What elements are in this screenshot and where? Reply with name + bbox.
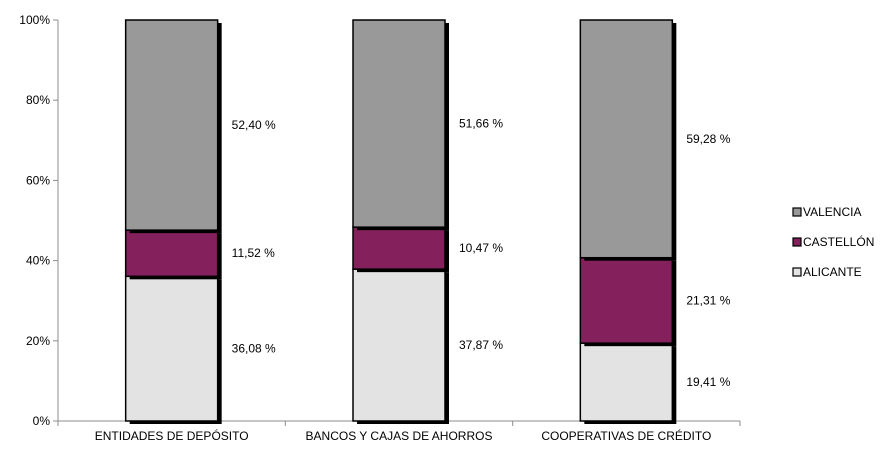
bar-segment-alicante	[126, 276, 218, 421]
bar-segment-castellón	[353, 227, 445, 269]
legend: VALENCIA CASTELLÓN ALICANTE	[793, 205, 874, 279]
data-label: 21,31 %	[686, 293, 730, 307]
data-label: 36,08 %	[232, 342, 276, 356]
legend-label: ALICANTE	[803, 265, 862, 279]
data-label: 51,66 %	[459, 117, 503, 131]
y-tick-label: 60%	[26, 173, 50, 187]
x-tick-label: COOPERATIVAS DE CRÉDITO	[541, 428, 711, 443]
bar-segment-alicante	[580, 343, 672, 421]
data-label: 37,87 %	[459, 338, 503, 352]
bar-segment-valencia	[353, 20, 445, 227]
bar-segment-castellón	[126, 230, 218, 276]
legend-swatch	[793, 238, 801, 246]
legend-label: VALENCIA	[803, 205, 861, 219]
legend-swatch	[793, 268, 801, 276]
data-label: 19,41 %	[686, 375, 730, 389]
y-tick-label: 100%	[19, 13, 50, 27]
x-tick-label: ENTIDADES DE DEPÓSITO	[95, 428, 249, 443]
bar-segment-valencia	[580, 20, 672, 258]
y-tick-label: 40%	[26, 254, 50, 268]
x-tick-label: BANCOS Y CAJAS DE AHORROS	[306, 429, 493, 443]
bar-segment-valencia	[126, 20, 218, 230]
y-tick-label: 20%	[26, 334, 50, 348]
y-tick-label: 80%	[26, 93, 50, 107]
bar-segment-castellón	[580, 258, 672, 343]
bars	[126, 20, 677, 424]
legend-swatch	[793, 208, 801, 216]
data-label: 59,28 %	[686, 132, 730, 146]
legend-label: CASTELLÓN	[803, 234, 874, 249]
y-tick-label: 0%	[33, 414, 51, 428]
data-label: 10,47 %	[459, 241, 503, 255]
bar-segment-alicante	[353, 269, 445, 421]
data-label: 11,52 %	[232, 246, 275, 260]
data-label: 52,40 %	[232, 118, 276, 132]
